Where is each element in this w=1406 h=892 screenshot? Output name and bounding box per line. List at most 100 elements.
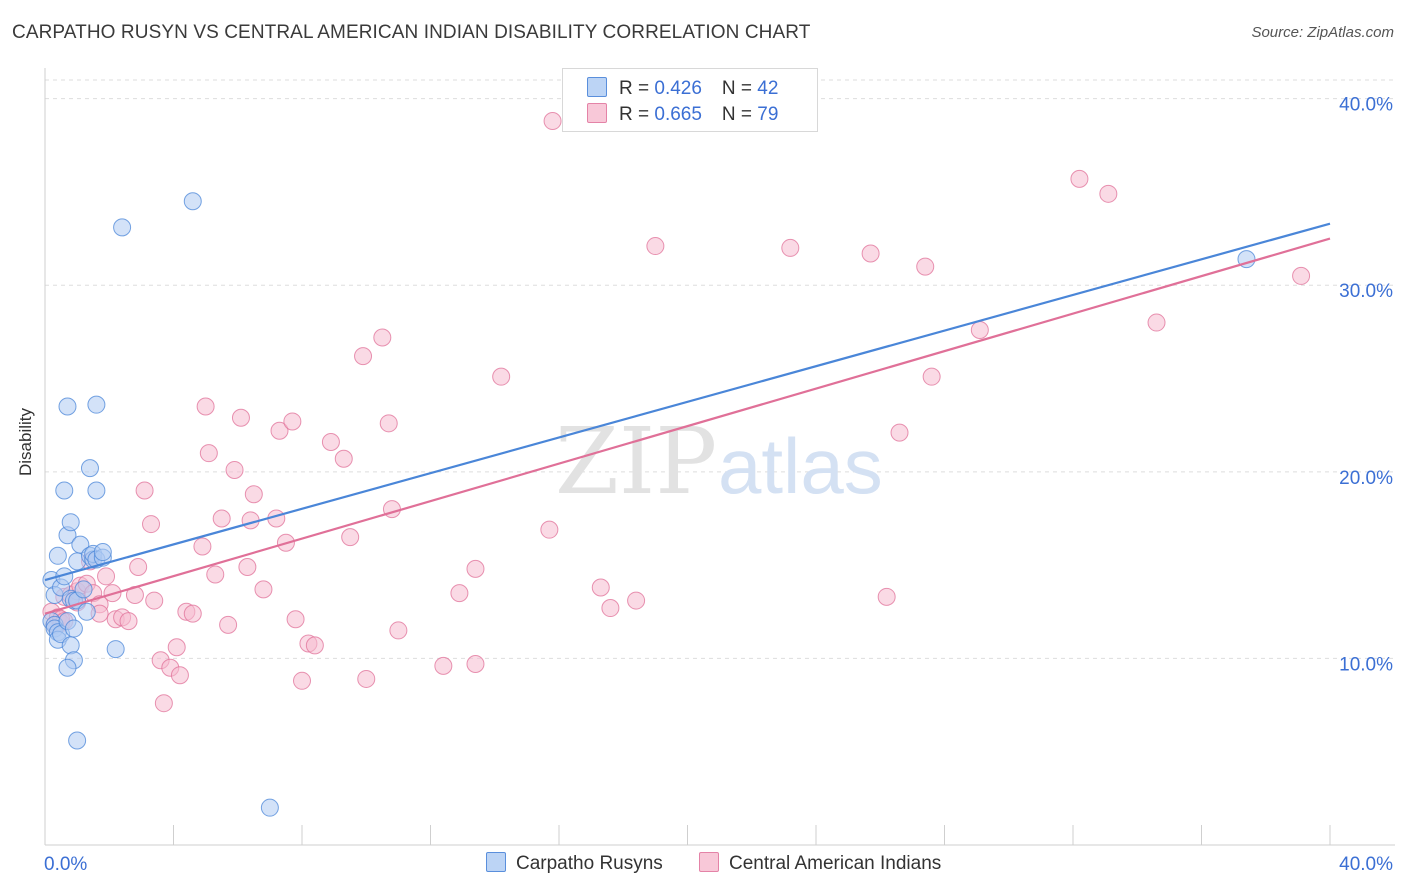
- cai-point-69: [591, 578, 610, 597]
- cai-point-67: [540, 520, 559, 539]
- cai-point-64: [466, 655, 485, 674]
- axes: [44, 68, 1395, 846]
- cai-point-48: [283, 412, 302, 431]
- cai-point-50: [293, 671, 311, 690]
- source-credit: Source: ZipAtlas.com: [1251, 24, 1394, 41]
- cai-point-79: [970, 321, 989, 340]
- cai-point-53: [321, 432, 340, 451]
- cai-point-68: [543, 112, 562, 131]
- legend-r-rusyn: 0.426: [654, 78, 702, 99]
- cai-point-61: [389, 621, 408, 640]
- cai-point-57: [357, 669, 376, 688]
- rusyn-point-26: [77, 602, 96, 621]
- y-tick-label-3: 40.0%: [1339, 95, 1393, 116]
- rusyn-point-35: [93, 543, 112, 562]
- rusyn-point-37: [113, 218, 132, 237]
- rusyn-point-13: [58, 397, 77, 416]
- y-axis-label: Disability: [16, 407, 35, 476]
- rusyn-point-38: [183, 192, 202, 211]
- y-tick-label-0: 10.0%: [1339, 654, 1393, 675]
- cai-point-54: [334, 449, 353, 468]
- cai-point-78: [922, 367, 941, 386]
- bottom-swatch-cai: [699, 852, 719, 872]
- cai-point-43: [244, 485, 263, 504]
- rusyn-point-8: [48, 546, 67, 565]
- cai-point-25: [145, 591, 164, 610]
- rusyn-point-40: [260, 798, 279, 817]
- watermark-atlas: atlas: [718, 422, 883, 510]
- bottom-legend-rusyn: Carpatho Rusyns: [486, 852, 663, 875]
- legend-row-rusyn: R = 0.426 N = 42: [587, 77, 778, 101]
- cai-point-73: [781, 238, 800, 257]
- legend-swatch-cai: [587, 103, 607, 123]
- rusyn-trend-line: [44, 222, 1331, 582]
- cai-point-49: [286, 610, 305, 629]
- legend-n-cai: 79: [757, 104, 779, 125]
- cai-point-72: [646, 237, 665, 256]
- cai-point-35: [199, 444, 218, 463]
- cai-point-39: [225, 460, 244, 479]
- rusyn-point-36: [106, 640, 125, 659]
- cai-point-27: [154, 694, 173, 713]
- cai-point-76: [890, 423, 909, 442]
- cai-point-77: [916, 257, 935, 276]
- rusyn-point-17: [61, 636, 80, 655]
- cai-point-20: [119, 612, 138, 631]
- cai-point-24: [142, 515, 161, 534]
- cai-point-46: [270, 421, 289, 440]
- chart-title: CARPATHO RUSYN VS CENTRAL AMERICAN INDIA…: [12, 22, 811, 43]
- rusyn-point-39: [68, 731, 87, 750]
- cai-point-66: [492, 367, 511, 386]
- legend-n-rusyn: 42: [757, 78, 779, 99]
- cai-point-56: [354, 347, 373, 366]
- cai-point-30: [170, 666, 189, 685]
- x-tick-label-0: 0.0%: [44, 854, 87, 875]
- rusyn-point-11: [55, 481, 74, 500]
- cai-point-16: [97, 567, 116, 586]
- cai-point-63: [450, 584, 469, 603]
- rusyn-point-21: [58, 658, 77, 677]
- cai-point-36: [206, 565, 225, 584]
- rusyn-point-31: [87, 481, 106, 500]
- correlation-legend: R = 0.426 N = 42 R = 0.665 N = 79: [562, 68, 818, 132]
- x-tick-label-1: 40.0%: [1339, 854, 1393, 875]
- cai-point-58: [373, 328, 392, 347]
- cai-point-75: [877, 587, 896, 606]
- cai-point-55: [341, 528, 360, 547]
- cai-point-33: [193, 537, 212, 556]
- rusyn-point-27: [80, 459, 99, 478]
- cai-point-82: [1147, 313, 1166, 332]
- cai-point-37: [212, 509, 231, 528]
- bottom-swatch-rusyn: [486, 852, 506, 872]
- y-tick-label-2: 30.0%: [1339, 281, 1393, 302]
- legend-row-cai: R = 0.665 N = 79: [587, 103, 778, 127]
- cai-point-44: [254, 580, 273, 599]
- cai-point-59: [379, 414, 398, 433]
- cai-point-52: [305, 636, 324, 655]
- cai-point-23: [135, 481, 154, 500]
- cai-point-40: [231, 408, 250, 427]
- cai-point-83: [1292, 266, 1311, 285]
- trend-lines: [44, 222, 1331, 615]
- cai-point-34: [196, 397, 215, 416]
- cai-point-70: [601, 599, 620, 618]
- cai-point-32: [183, 604, 202, 623]
- cai-point-80: [1070, 169, 1089, 188]
- bottom-legend-cai: Central American Indians: [699, 852, 941, 875]
- rusyn-point-25: [74, 580, 93, 599]
- cai-point-81: [1099, 184, 1118, 203]
- y-tick-label-1: 20.0%: [1339, 468, 1393, 489]
- legend-r-cai: 0.665: [654, 104, 702, 125]
- cai-point-71: [627, 591, 646, 610]
- cai-trend-line: [44, 237, 1331, 615]
- cai-point-38: [219, 615, 238, 634]
- rusyn-point-18: [64, 619, 83, 638]
- legend-swatch-rusyn: [587, 77, 607, 97]
- rusyn-point-16: [61, 513, 80, 532]
- cai-point-62: [434, 656, 453, 675]
- cai-point-65: [466, 559, 485, 578]
- cai-point-74: [861, 244, 880, 263]
- tick-labels: 10.0% 20.0% 30.0% 40.0% 0.0% 40.0%: [44, 95, 1393, 875]
- rusyn-point-33: [87, 395, 106, 414]
